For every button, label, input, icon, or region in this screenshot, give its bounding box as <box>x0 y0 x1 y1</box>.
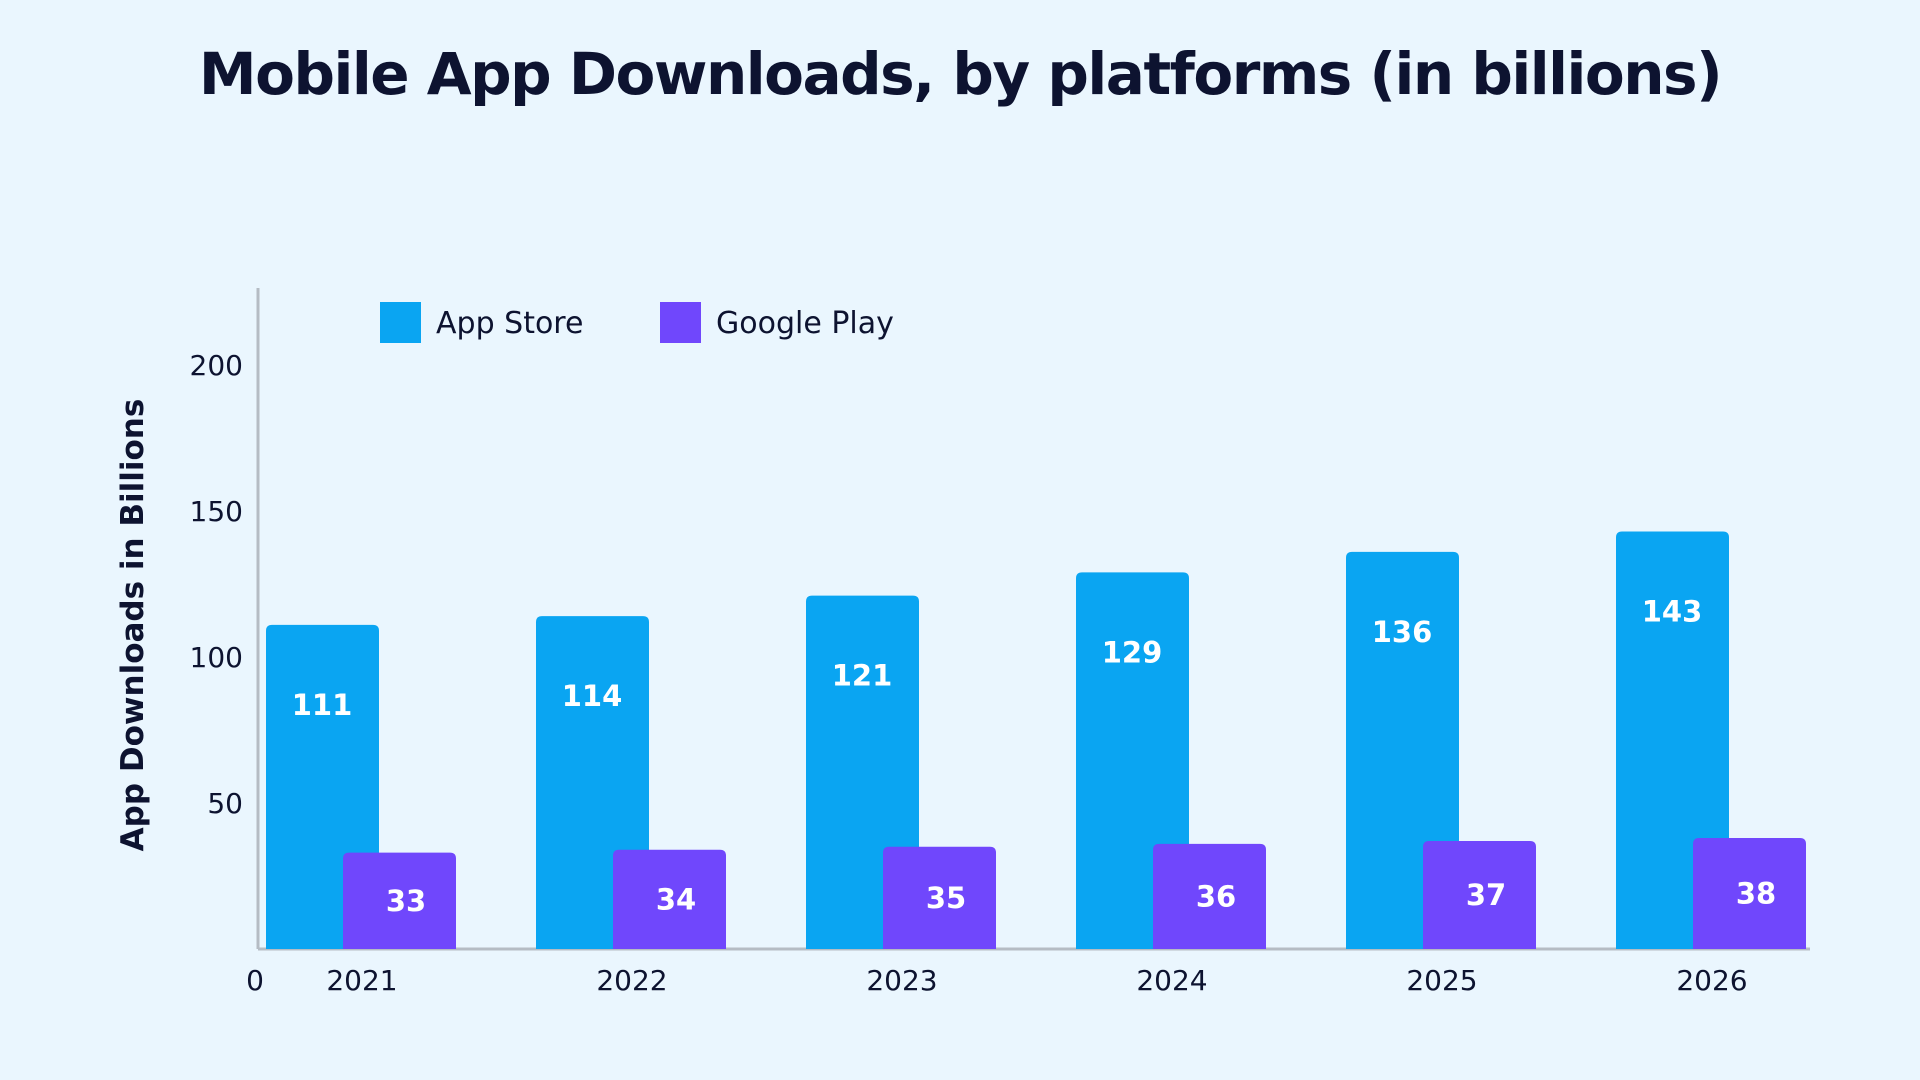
y-tick-label: 150 <box>190 495 243 528</box>
data-label: 33 <box>386 884 426 918</box>
data-label: 136 <box>1372 615 1433 649</box>
bar-google-play <box>1693 838 1806 949</box>
legend-label: Google Play <box>716 306 894 341</box>
data-label: 143 <box>1642 594 1703 628</box>
y-tick-label: 200 <box>190 349 243 382</box>
data-label: 129 <box>1102 635 1163 669</box>
x-tick-label: 2026 <box>1676 964 1747 997</box>
data-label: 114 <box>562 679 623 713</box>
x-tick-label: 2023 <box>866 964 937 997</box>
data-label: 34 <box>656 882 696 916</box>
x-tick-label: 2024 <box>1136 964 1207 997</box>
legend-swatch-google-play <box>660 302 701 343</box>
bar-google-play <box>1153 843 1266 949</box>
legend-label: App Store <box>436 306 583 341</box>
bar-google-play <box>1423 840 1536 949</box>
data-label: 35 <box>926 881 966 915</box>
bar-google-play <box>883 846 996 949</box>
bar-google-play <box>613 849 726 949</box>
data-label: 111 <box>292 688 353 722</box>
x-tick-label: 2022 <box>596 964 667 997</box>
data-label: 37 <box>1466 878 1506 912</box>
y-tick-label: 0 <box>246 964 264 997</box>
legend-swatch-app-store <box>380 302 421 343</box>
x-tick-label: 2025 <box>1406 964 1477 997</box>
data-label: 36 <box>1196 879 1236 913</box>
chart-title: Mobile App Downloads, by platforms (in b… <box>198 40 1723 108</box>
data-label: 38 <box>1736 877 1776 911</box>
y-axis-title: App Downloads in Billions <box>115 399 151 852</box>
y-tick-label: 50 <box>207 787 243 820</box>
y-tick-label: 100 <box>190 641 243 674</box>
bar-google-play <box>343 852 456 949</box>
x-tick-label: 2021 <box>326 964 397 997</box>
data-label: 121 <box>832 659 893 693</box>
